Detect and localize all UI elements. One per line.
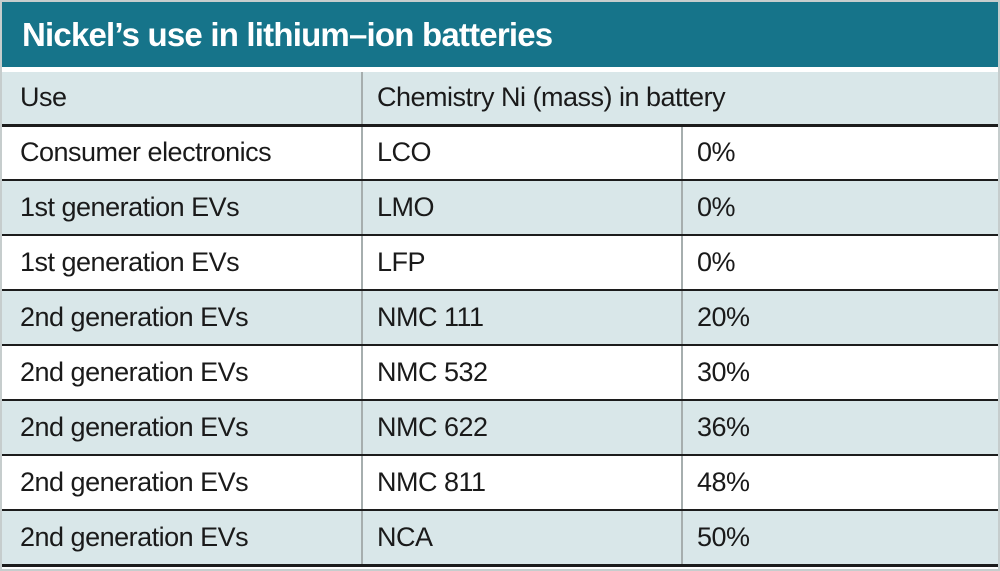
table-row: 2nd generation EVs NCA 50% (2, 510, 999, 567)
cell-chemistry: NMC 811 (361, 455, 682, 511)
table-row: 2nd generation EVs NMC 111 20% (2, 290, 999, 346)
table-title: Nickel’s use in lithium–ion batteries (22, 15, 553, 53)
cell-use: 1st generation EVs (2, 235, 362, 291)
cell-use: Consumer electronics (2, 125, 362, 181)
cell-ni-mass: 0% (680, 180, 999, 236)
cell-ni-mass: 36% (680, 400, 999, 456)
column-header-use: Use (2, 72, 362, 127)
cell-chemistry: LFP (361, 235, 682, 291)
header-row: Use Chemistry Ni (mass) in battery (2, 72, 999, 127)
cell-chemistry: LCO (361, 125, 682, 181)
cell-chemistry: NMC 622 (361, 400, 682, 456)
table-title-bar: Nickel’s use in lithium–ion batteries (2, 2, 998, 67)
cell-use: 2nd generation EVs (2, 455, 362, 511)
nickel-use-table: Use Chemistry Ni (mass) in battery Consu… (2, 72, 999, 567)
cell-chemistry: NCA (361, 510, 682, 567)
cell-ni-mass: 30% (680, 345, 999, 401)
cell-use: 2nd generation EVs (2, 400, 362, 456)
table-row: 2nd generation EVs NMC 532 30% (2, 345, 999, 401)
cell-use: 2nd generation EVs (2, 290, 362, 346)
table-row: 1st generation EVs LFP 0% (2, 235, 999, 291)
cell-ni-mass: 20% (680, 290, 999, 346)
title-gap-divider (2, 67, 998, 72)
table-row: 2nd generation EVs NMC 622 36% (2, 400, 999, 456)
table-row: Consumer electronics LCO 0% (2, 125, 999, 181)
cell-chemistry: LMO (361, 180, 682, 236)
cell-chemistry: NMC 532 (361, 345, 682, 401)
cell-chemistry: NMC 111 (361, 290, 682, 346)
cell-use: 2nd generation EVs (2, 510, 362, 567)
cell-ni-mass: 48% (680, 455, 999, 511)
cell-ni-mass: 0% (680, 125, 999, 181)
column-header-chemistry-ni-mass: Chemistry Ni (mass) in battery (360, 72, 999, 127)
table-row: 1st generation EVs LMO 0% (2, 180, 999, 236)
cell-ni-mass: 50% (680, 510, 999, 567)
table-row: 2nd generation EVs NMC 811 48% (2, 455, 999, 511)
cell-use: 1st generation EVs (2, 180, 362, 236)
cell-use: 2nd generation EVs (2, 345, 362, 401)
cell-ni-mass: 0% (680, 235, 999, 291)
